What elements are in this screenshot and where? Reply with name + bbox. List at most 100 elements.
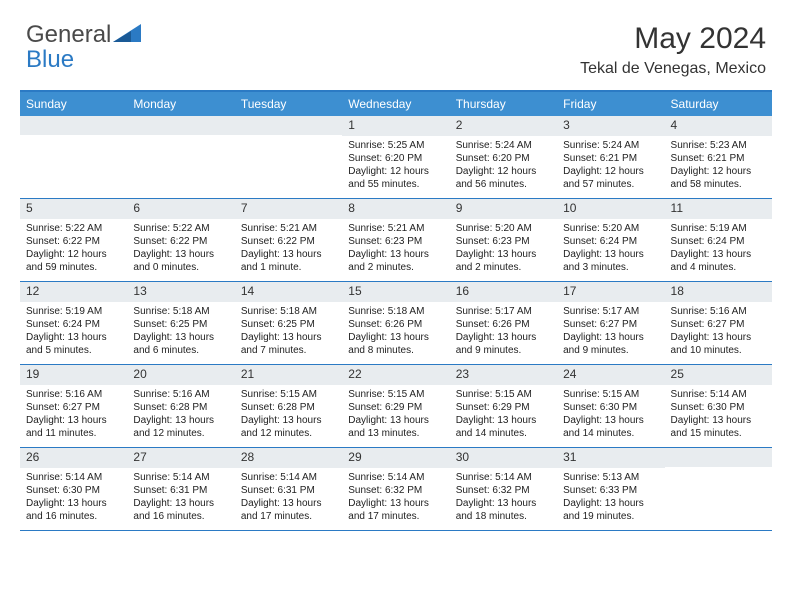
day-number xyxy=(665,448,772,467)
day-cell-19: 19Sunrise: 5:16 AMSunset: 6:27 PMDayligh… xyxy=(20,365,127,447)
day-cell-27: 27Sunrise: 5:14 AMSunset: 6:31 PMDayligh… xyxy=(127,448,234,530)
day-content: Sunrise: 5:14 AMSunset: 6:31 PMDaylight:… xyxy=(127,468,234,527)
day-content: Sunrise: 5:19 AMSunset: 6:24 PMDaylight:… xyxy=(665,219,772,278)
day-number: 3 xyxy=(557,116,664,136)
day-number: 17 xyxy=(557,282,664,302)
sunrise: Sunrise: 5:18 AM xyxy=(241,305,336,318)
sunset: Sunset: 6:24 PM xyxy=(563,235,658,248)
day-content: Sunrise: 5:21 AMSunset: 6:22 PMDaylight:… xyxy=(235,219,342,278)
sunrise: Sunrise: 5:24 AM xyxy=(563,139,658,152)
daylight: Daylight: 13 hours and 16 minutes. xyxy=(133,497,228,523)
day-content: Sunrise: 5:20 AMSunset: 6:23 PMDaylight:… xyxy=(450,219,557,278)
daylight: Daylight: 12 hours and 57 minutes. xyxy=(563,165,658,191)
day-cell-16: 16Sunrise: 5:17 AMSunset: 6:26 PMDayligh… xyxy=(450,282,557,364)
day-content: Sunrise: 5:17 AMSunset: 6:27 PMDaylight:… xyxy=(557,302,664,361)
sunrise: Sunrise: 5:15 AM xyxy=(241,388,336,401)
day-cell-20: 20Sunrise: 5:16 AMSunset: 6:28 PMDayligh… xyxy=(127,365,234,447)
day-cell-1: 1Sunrise: 5:25 AMSunset: 6:20 PMDaylight… xyxy=(342,116,449,198)
calendar: SundayMondayTuesdayWednesdayThursdayFrid… xyxy=(20,90,772,531)
day-number: 16 xyxy=(450,282,557,302)
sunrise: Sunrise: 5:15 AM xyxy=(456,388,551,401)
sunset: Sunset: 6:23 PM xyxy=(348,235,443,248)
daylight: Daylight: 13 hours and 7 minutes. xyxy=(241,331,336,357)
day-number: 14 xyxy=(235,282,342,302)
day-cell-31: 31Sunrise: 5:13 AMSunset: 6:33 PMDayligh… xyxy=(557,448,664,530)
sunrise: Sunrise: 5:14 AM xyxy=(671,388,766,401)
day-cell-22: 22Sunrise: 5:15 AMSunset: 6:29 PMDayligh… xyxy=(342,365,449,447)
daylight: Daylight: 12 hours and 59 minutes. xyxy=(26,248,121,274)
sunrise: Sunrise: 5:16 AM xyxy=(671,305,766,318)
dow-thursday: Thursday xyxy=(450,92,557,116)
day-content: Sunrise: 5:14 AMSunset: 6:30 PMDaylight:… xyxy=(665,385,772,444)
sunrise: Sunrise: 5:24 AM xyxy=(456,139,551,152)
daylight: Daylight: 13 hours and 6 minutes. xyxy=(133,331,228,357)
day-number: 30 xyxy=(450,448,557,468)
sunrise: Sunrise: 5:25 AM xyxy=(348,139,443,152)
sunrise: Sunrise: 5:18 AM xyxy=(133,305,228,318)
brand-part1: General xyxy=(26,21,111,48)
brand-logo: GeneralBlue xyxy=(26,22,141,72)
sunrise: Sunrise: 5:22 AM xyxy=(133,222,228,235)
daylight: Daylight: 13 hours and 17 minutes. xyxy=(348,497,443,523)
week-row: 12Sunrise: 5:19 AMSunset: 6:24 PMDayligh… xyxy=(20,282,772,365)
sunset: Sunset: 6:23 PM xyxy=(456,235,551,248)
day-content: Sunrise: 5:14 AMSunset: 6:31 PMDaylight:… xyxy=(235,468,342,527)
day-content: Sunrise: 5:13 AMSunset: 6:33 PMDaylight:… xyxy=(557,468,664,527)
day-cell-23: 23Sunrise: 5:15 AMSunset: 6:29 PMDayligh… xyxy=(450,365,557,447)
day-content: Sunrise: 5:14 AMSunset: 6:32 PMDaylight:… xyxy=(342,468,449,527)
empty-cell xyxy=(127,116,234,198)
day-cell-25: 25Sunrise: 5:14 AMSunset: 6:30 PMDayligh… xyxy=(665,365,772,447)
day-cell-2: 2Sunrise: 5:24 AMSunset: 6:20 PMDaylight… xyxy=(450,116,557,198)
day-content: Sunrise: 5:16 AMSunset: 6:28 PMDaylight:… xyxy=(127,385,234,444)
daylight: Daylight: 13 hours and 18 minutes. xyxy=(456,497,551,523)
daylight: Daylight: 13 hours and 17 minutes. xyxy=(241,497,336,523)
day-cell-3: 3Sunrise: 5:24 AMSunset: 6:21 PMDaylight… xyxy=(557,116,664,198)
sunset: Sunset: 6:24 PM xyxy=(26,318,121,331)
day-cell-24: 24Sunrise: 5:15 AMSunset: 6:30 PMDayligh… xyxy=(557,365,664,447)
day-content: Sunrise: 5:14 AMSunset: 6:30 PMDaylight:… xyxy=(20,468,127,527)
sunrise: Sunrise: 5:14 AM xyxy=(348,471,443,484)
sunset: Sunset: 6:29 PM xyxy=(348,401,443,414)
empty-cell xyxy=(20,116,127,198)
day-cell-15: 15Sunrise: 5:18 AMSunset: 6:26 PMDayligh… xyxy=(342,282,449,364)
daylight: Daylight: 13 hours and 8 minutes. xyxy=(348,331,443,357)
empty-cell xyxy=(665,448,772,530)
day-number xyxy=(235,116,342,135)
location: Tekal de Venegas, Mexico xyxy=(580,60,766,78)
dow-saturday: Saturday xyxy=(665,92,772,116)
sunset: Sunset: 6:28 PM xyxy=(241,401,336,414)
sunrise: Sunrise: 5:21 AM xyxy=(348,222,443,235)
daylight: Daylight: 13 hours and 3 minutes. xyxy=(563,248,658,274)
day-number: 11 xyxy=(665,199,772,219)
daylight: Daylight: 13 hours and 9 minutes. xyxy=(456,331,551,357)
sunrise: Sunrise: 5:19 AM xyxy=(671,222,766,235)
sunset: Sunset: 6:31 PM xyxy=(133,484,228,497)
day-content: Sunrise: 5:15 AMSunset: 6:29 PMDaylight:… xyxy=(450,385,557,444)
daylight: Daylight: 13 hours and 12 minutes. xyxy=(241,414,336,440)
sunset: Sunset: 6:22 PM xyxy=(26,235,121,248)
day-cell-14: 14Sunrise: 5:18 AMSunset: 6:25 PMDayligh… xyxy=(235,282,342,364)
day-number: 7 xyxy=(235,199,342,219)
day-number: 6 xyxy=(127,199,234,219)
sunset: Sunset: 6:32 PM xyxy=(348,484,443,497)
sunrise: Sunrise: 5:14 AM xyxy=(241,471,336,484)
sunrise: Sunrise: 5:22 AM xyxy=(26,222,121,235)
daylight: Daylight: 13 hours and 10 minutes. xyxy=(671,331,766,357)
day-number: 2 xyxy=(450,116,557,136)
sunset: Sunset: 6:20 PM xyxy=(348,152,443,165)
sunset: Sunset: 6:31 PM xyxy=(241,484,336,497)
sunrise: Sunrise: 5:20 AM xyxy=(456,222,551,235)
sunset: Sunset: 6:21 PM xyxy=(671,152,766,165)
day-cell-17: 17Sunrise: 5:17 AMSunset: 6:27 PMDayligh… xyxy=(557,282,664,364)
sunrise: Sunrise: 5:16 AM xyxy=(133,388,228,401)
dow-tuesday: Tuesday xyxy=(235,92,342,116)
day-content: Sunrise: 5:24 AMSunset: 6:21 PMDaylight:… xyxy=(557,136,664,195)
day-content: Sunrise: 5:17 AMSunset: 6:26 PMDaylight:… xyxy=(450,302,557,361)
day-number: 15 xyxy=(342,282,449,302)
daylight: Daylight: 13 hours and 2 minutes. xyxy=(456,248,551,274)
day-number xyxy=(127,116,234,135)
day-number: 9 xyxy=(450,199,557,219)
daylight: Daylight: 13 hours and 4 minutes. xyxy=(671,248,766,274)
sunset: Sunset: 6:32 PM xyxy=(456,484,551,497)
daylight: Daylight: 13 hours and 11 minutes. xyxy=(26,414,121,440)
